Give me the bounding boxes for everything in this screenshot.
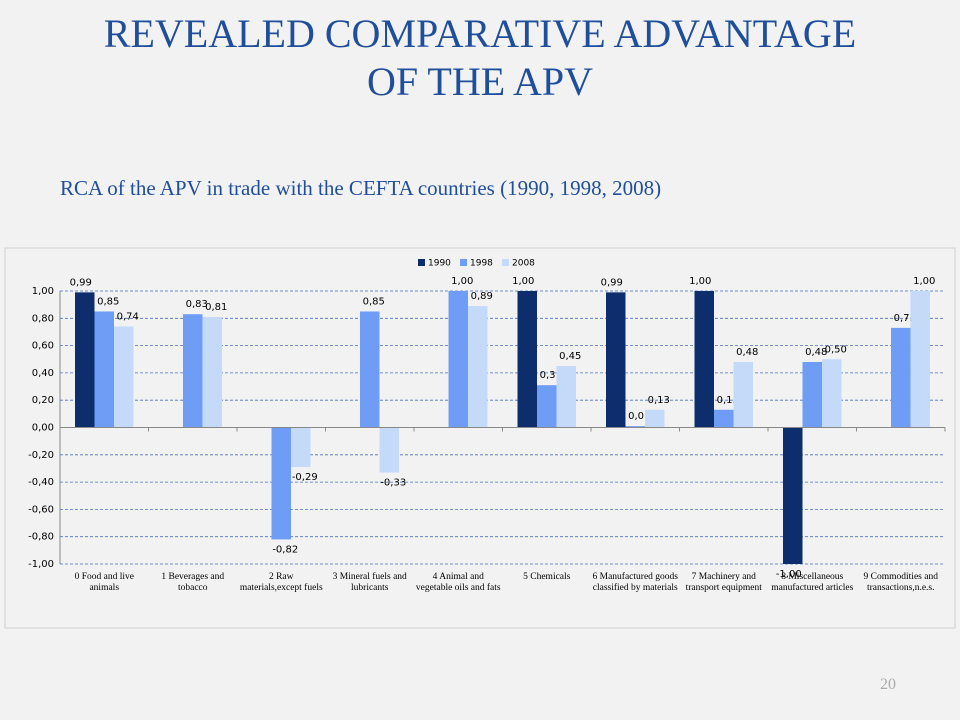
data-label: 0,85 xyxy=(363,296,385,307)
y-tick-label: 0,60 xyxy=(32,341,54,352)
bar xyxy=(271,427,291,540)
data-label: 0,85 xyxy=(97,296,119,307)
bar xyxy=(202,316,222,428)
data-label: 0,74 xyxy=(117,311,139,322)
bar xyxy=(891,327,911,428)
y-tick-label: 0,20 xyxy=(32,395,54,406)
x-tick-label: 6 Manufactured goods classified by mater… xyxy=(592,572,678,593)
data-label: 1,00 xyxy=(512,276,534,287)
data-label: 0,48 xyxy=(805,347,827,358)
data-label: -0,33 xyxy=(380,478,406,489)
x-tick-label: 7 Machinery and transport equipment xyxy=(685,572,762,593)
data-label: 0,31 xyxy=(540,370,562,381)
bar xyxy=(468,306,488,428)
data-label: 1,00 xyxy=(451,276,473,287)
bar xyxy=(379,427,399,473)
legend-label: 2008 xyxy=(512,259,535,269)
y-tick-label: -0,60 xyxy=(28,504,54,515)
data-label: 0,48 xyxy=(736,347,758,358)
data-label: 1,00 xyxy=(913,276,935,287)
y-tick-label: -0,20 xyxy=(28,450,54,461)
y-tick-label: 0,80 xyxy=(32,313,54,324)
x-tick-label: 0 Food and live animals xyxy=(74,572,134,593)
data-label: 0,13 xyxy=(717,395,739,406)
bar xyxy=(606,292,626,428)
bar xyxy=(75,292,95,428)
legend-swatch xyxy=(418,259,425,266)
y-tick-label: -1,00 xyxy=(28,559,54,570)
slide-number: 20 xyxy=(880,676,896,693)
data-label: -0,82 xyxy=(272,544,298,555)
data-label: -1,00 xyxy=(776,569,802,580)
bar xyxy=(517,291,537,428)
data-label: 1,00 xyxy=(689,276,711,287)
x-tick-label: 5 Chemicals xyxy=(523,572,571,582)
chart-frame xyxy=(4,247,956,629)
y-tick-label: -0,40 xyxy=(28,477,54,488)
bar xyxy=(714,409,734,428)
x-tick-label: 9 Commodities and transactions,n.e.s. xyxy=(863,572,938,593)
bar xyxy=(537,385,557,428)
data-label: 0,99 xyxy=(70,277,92,288)
x-tick-label: 3 Mineral fuels and lubricants xyxy=(332,572,407,593)
bar xyxy=(910,291,930,428)
bar xyxy=(802,361,822,428)
legend-label: 1998 xyxy=(470,259,493,269)
data-label: 0,73 xyxy=(894,313,916,324)
bar xyxy=(733,361,753,428)
bar xyxy=(291,427,311,468)
bar xyxy=(783,427,803,564)
y-tick-label: 1,00 xyxy=(32,286,54,297)
legend-swatch xyxy=(502,259,509,266)
x-tick-label: 8 Miscellaneous manufactured articles xyxy=(771,572,854,593)
data-label: 0,50 xyxy=(825,344,847,355)
bar xyxy=(645,409,665,428)
chart-subtitle: RCA of the APV in trade with the CEFTA c… xyxy=(60,176,662,200)
bar xyxy=(694,291,714,428)
bar xyxy=(114,326,134,428)
legend-swatch xyxy=(460,259,467,266)
y-tick-label: 0,00 xyxy=(32,423,54,434)
x-tick-label: 2 Raw materials,except fuels xyxy=(239,572,323,593)
bar xyxy=(360,311,380,428)
slide-title: REVEALED COMPARATIVE ADVANTAGE OF THE AP… xyxy=(103,11,857,104)
x-tick-label: 1 Beverages and tobacco xyxy=(161,572,225,593)
data-label: 0,89 xyxy=(471,291,493,302)
x-tick-label: 4 Animal and vegetable oils and fats xyxy=(415,572,501,593)
bar xyxy=(448,291,468,428)
y-tick-label: -0,80 xyxy=(28,532,54,543)
bar xyxy=(625,426,645,428)
bar xyxy=(94,311,114,428)
legend-label: 1990 xyxy=(428,259,451,269)
data-label: -0,29 xyxy=(292,472,318,483)
bar xyxy=(556,366,576,428)
data-label: 0,13 xyxy=(648,395,670,406)
data-label: 0,83 xyxy=(186,299,208,310)
data-label: 0,99 xyxy=(601,277,623,288)
y-tick-label: 0,40 xyxy=(32,368,54,379)
data-label: 0,01 xyxy=(628,411,650,422)
data-label: 0,81 xyxy=(205,302,227,313)
bar xyxy=(183,314,203,428)
bar xyxy=(822,359,842,428)
data-label: 0,45 xyxy=(559,351,581,362)
